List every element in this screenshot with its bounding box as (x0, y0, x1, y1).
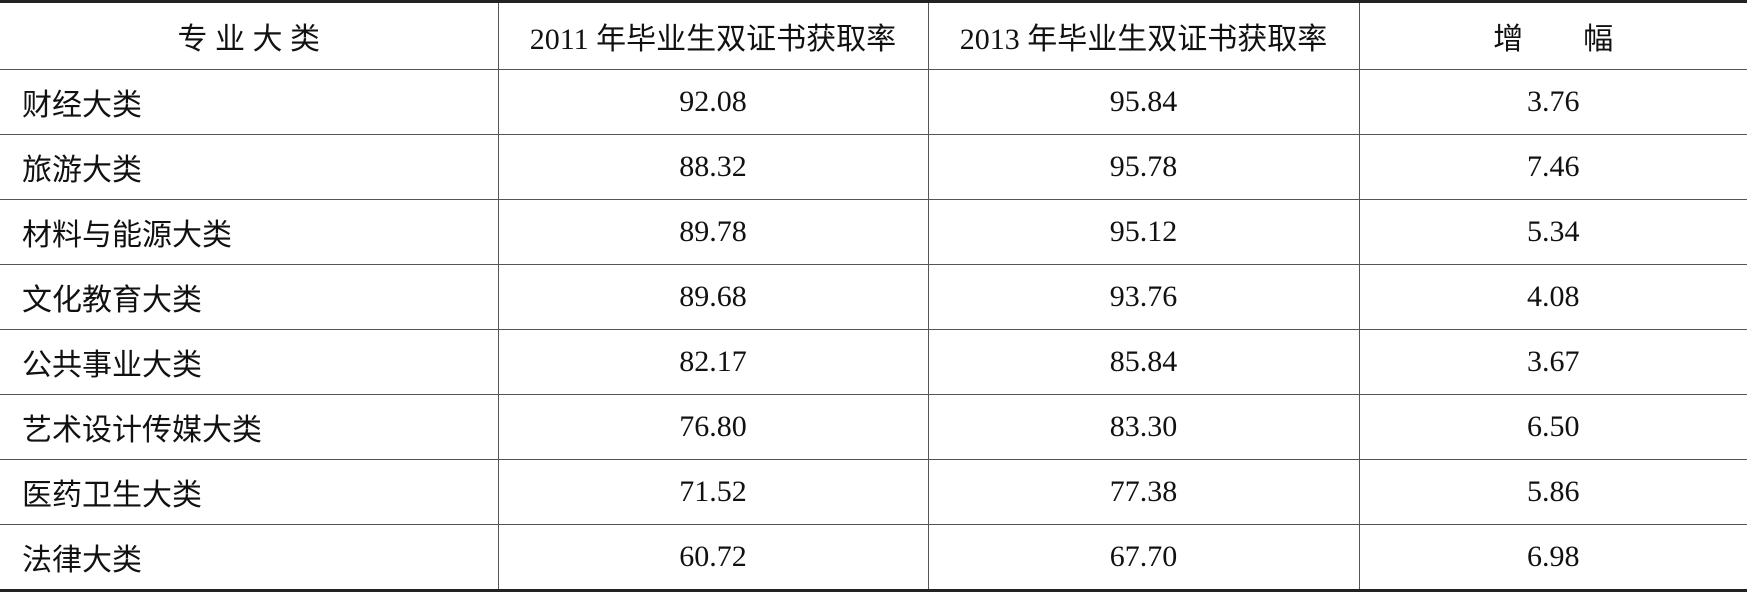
value-cell: 83.30 (927, 394, 1359, 460)
category-cell: 公共事业大类 (0, 329, 498, 395)
header-row: 专 业 大 类 2011 年毕业生双证书获取率 2013 年毕业生双证书获取率增 幅 (0, 1, 1747, 70)
table-row: 公共事业大类 82.17 85.84 3.67 (0, 329, 1747, 395)
header-cell: 增 幅 (1358, 1, 1747, 70)
value-cell: 3.67 (1358, 329, 1747, 395)
category-cell: 法律大类 (0, 524, 498, 591)
category-cell: 艺术设计传媒大类 (0, 394, 498, 460)
table-row: 医药卫生大类 71.52 77.38 5.86 (0, 459, 1747, 525)
value-cell: 5.34 (1358, 199, 1747, 265)
value-cell: 89.68 (497, 264, 928, 330)
value-cell: 93.76 (927, 264, 1359, 330)
category-cell: 财经大类 (0, 69, 498, 135)
table-header: 专 业 大 类 2011 年毕业生双证书获取率 2013 年毕业生双证书获取率增 幅 (0, 1, 1747, 70)
value-cell: 6.98 (1358, 524, 1747, 591)
header-cell: 2011 年毕业生双证书获取率 (497, 1, 928, 70)
value-cell: 88.32 (497, 134, 928, 200)
value-cell: 89.78 (497, 199, 928, 265)
table-row: 法律大类 60.72 67.70 6.98 (0, 524, 1747, 591)
value-cell: 95.84 (927, 69, 1359, 135)
value-cell: 76.80 (497, 394, 928, 460)
value-cell: 95.78 (927, 134, 1359, 200)
value-cell: 60.72 (497, 524, 928, 591)
value-cell: 82.17 (497, 329, 928, 395)
value-cell: 67.70 (927, 524, 1359, 591)
category-cell: 旅游大类 (0, 134, 498, 200)
value-cell: 3.76 (1358, 69, 1747, 135)
table-body: 财经大类 92.08 95.84 3.76 旅游大类 88.32 95.78 7.46 材料与能… (0, 69, 1747, 591)
value-cell: 6.50 (1358, 394, 1747, 460)
value-cell: 7.46 (1358, 134, 1747, 200)
table-row: 材料与能源大类 89.78 95.12 5.34 (0, 199, 1747, 265)
value-cell: 5.86 (1358, 459, 1747, 525)
table-row: 艺术设计传媒大类 76.80 83.30 6.50 (0, 394, 1747, 460)
value-cell: 4.08 (1358, 264, 1747, 330)
category-cell: 文化教育大类 (0, 264, 498, 330)
value-cell: 77.38 (927, 459, 1359, 525)
table-row: 文化教育大类 89.68 93.76 4.08 (0, 264, 1747, 330)
header-cell: 专 业 大 类 (0, 1, 498, 70)
table-row: 财经大类 92.08 95.84 3.76 (0, 69, 1747, 135)
category-cell: 医药卫生大类 (0, 459, 498, 525)
value-cell: 85.84 (927, 329, 1359, 395)
table-row: 旅游大类 88.32 95.78 7.46 (0, 134, 1747, 200)
value-cell: 92.08 (497, 69, 928, 135)
header-cell: 2013 年毕业生双证书获取率 (927, 1, 1359, 70)
value-cell: 95.12 (927, 199, 1359, 265)
value-cell: 71.52 (497, 459, 928, 525)
category-cell: 材料与能源大类 (0, 199, 498, 265)
